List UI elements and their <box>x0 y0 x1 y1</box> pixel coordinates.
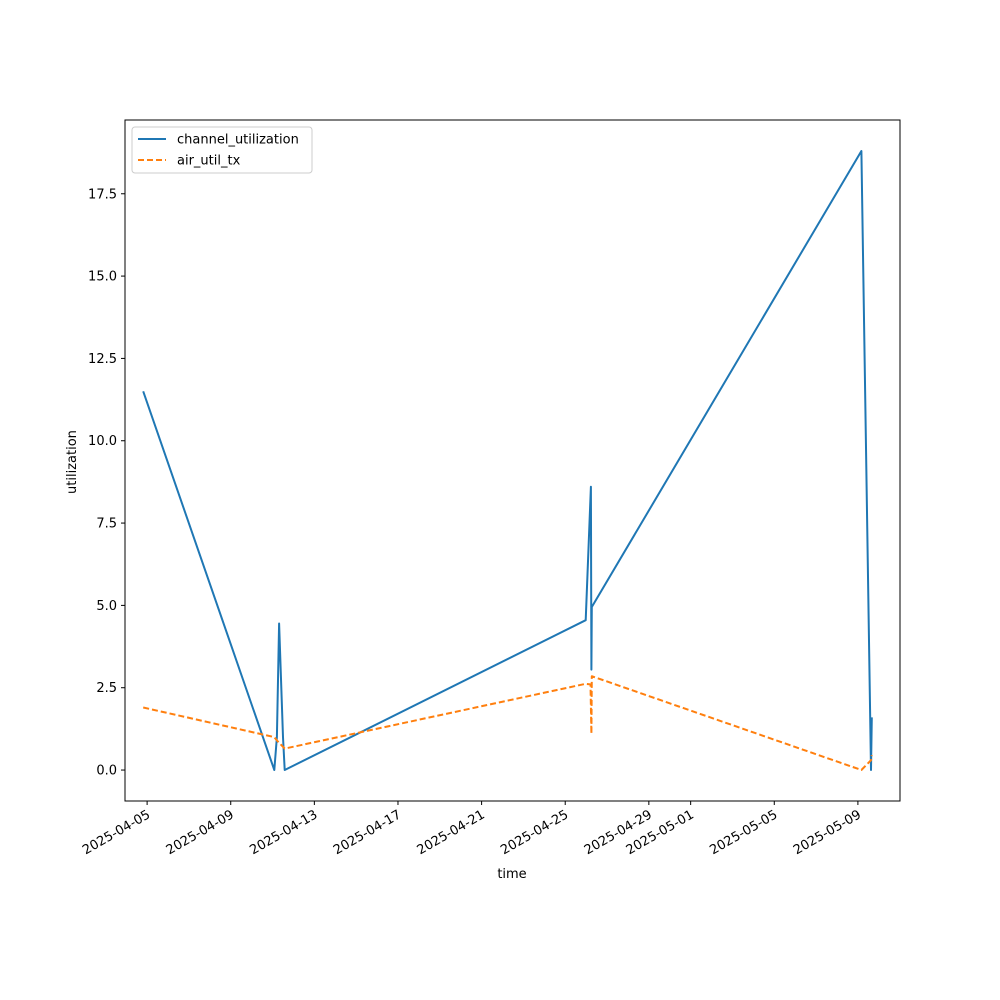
x-tick-label: 2025-04-25 <box>498 807 571 858</box>
y-axis-label: utilization <box>65 430 80 494</box>
series-line-channel-utilization <box>142 150 873 771</box>
legend-label-air-util-tx: air_util_tx <box>177 154 241 169</box>
y-tick-label: 17.5 <box>88 187 117 202</box>
x-tick-label: 2025-05-05 <box>707 807 780 858</box>
legend-box <box>131 126 313 174</box>
x-tick-label: 2025-05-09 <box>791 807 864 858</box>
plot-frame <box>124 119 901 802</box>
x-tick-label: 2025-04-05 <box>80 807 153 858</box>
x-tick-label: 2025-04-13 <box>247 807 320 858</box>
y-tick-label: 15.0 <box>88 270 117 285</box>
legend-label-channel-utilization: channel_utilization <box>177 133 299 148</box>
y-tick-label: 10.0 <box>88 434 117 449</box>
x-tick-label: 2025-04-17 <box>331 807 404 858</box>
series-line-air-util-tx <box>142 675 873 771</box>
y-tick-label: 7.5 <box>96 517 117 532</box>
legend: channel_utilization air_util_tx <box>131 126 313 174</box>
series-layer <box>142 150 873 771</box>
y-tick-label: 12.5 <box>88 352 117 367</box>
x-tick-label: 2025-04-21 <box>415 807 488 858</box>
y-tick-label: 2.5 <box>96 681 117 696</box>
x-tick-label: 2025-04-09 <box>164 807 237 858</box>
y-tick-label: 5.0 <box>96 599 117 614</box>
x-axis-label: time <box>497 867 526 882</box>
y-tick-label: 0.0 <box>96 764 117 779</box>
